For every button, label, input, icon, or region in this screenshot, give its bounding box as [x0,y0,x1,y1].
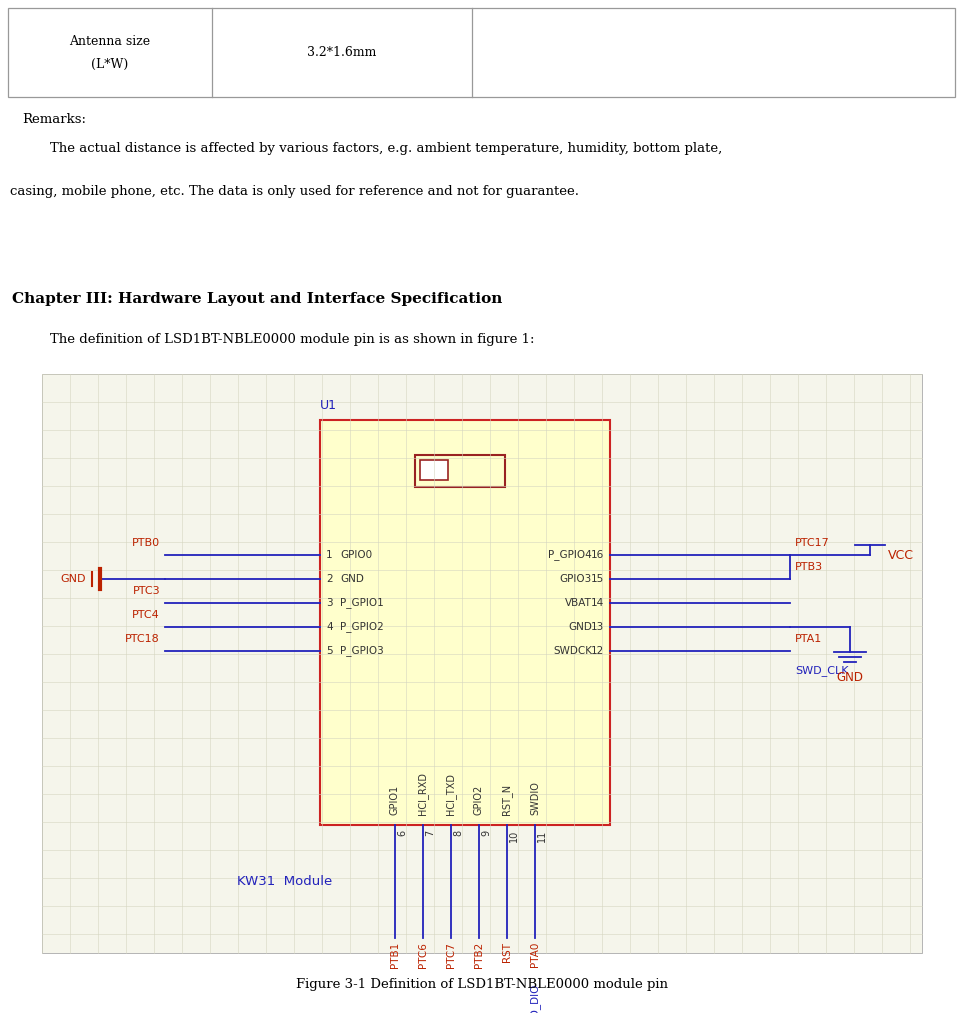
Text: 1: 1 [326,550,332,560]
Bar [42,374,922,953]
Text: VCC: VCC [888,548,914,561]
Bar [8,8,955,97]
Text: Figure 3-1 Definition of LSD1BT-NBLE0000 module pin: Figure 3-1 Definition of LSD1BT-NBLE0000… [296,978,667,991]
Text: 8: 8 [453,830,463,836]
Text: 6: 6 [397,830,407,836]
Text: GPIO3: GPIO3 [560,574,592,585]
Text: HCI_RXD: HCI_RXD [418,772,429,815]
Text: 3.2*1.6mm: 3.2*1.6mm [307,46,377,59]
Text: HCI_TXD: HCI_TXD [446,773,456,815]
Text: PTC4: PTC4 [132,610,160,620]
Text: SWDCK: SWDCK [553,646,592,656]
Text: 7: 7 [425,830,435,837]
Text: SWD_DIO: SWD_DIO [530,984,540,1013]
Text: PTA0: PTA0 [530,942,540,967]
Text: PTB0: PTB0 [132,538,160,548]
Text: PTC3: PTC3 [132,586,160,596]
Text: GPIO0: GPIO0 [340,550,372,560]
Text: GND: GND [837,671,864,684]
Text: P_GPIO1: P_GPIO1 [340,598,383,609]
Text: PTC18: PTC18 [125,634,160,644]
Text: 11: 11 [537,830,547,842]
Text: casing, mobile phone, etc. The data is only used for reference and not for guara: casing, mobile phone, etc. The data is o… [10,185,579,198]
Text: 2: 2 [326,574,332,585]
Text: P_GPIO4: P_GPIO4 [548,549,592,560]
Text: 15: 15 [590,574,604,585]
Text: GND: GND [61,574,86,585]
Text: PTB3: PTB3 [795,562,823,572]
Text: GPIO2: GPIO2 [474,785,484,815]
Text: U1: U1 [320,399,337,412]
Text: PTC7: PTC7 [446,942,456,967]
Text: PTC17: PTC17 [795,538,830,548]
Text: KW31  Module: KW31 Module [237,875,332,888]
Bar [420,460,448,480]
Text: 4: 4 [326,622,332,632]
Text: 12: 12 [590,646,604,656]
Text: SWDIO: SWDIO [530,781,540,815]
Text: Chapter III: Hardware Layout and Interface Specification: Chapter III: Hardware Layout and Interfa… [12,292,503,306]
Bar [415,455,505,487]
Text: PTC6: PTC6 [418,942,428,967]
Text: RST: RST [502,942,512,962]
Text: The actual distance is affected by various factors, e.g. ambient temperature, hu: The actual distance is affected by vario… [50,142,722,155]
Text: 5: 5 [326,646,332,656]
Text: P_GPIO2: P_GPIO2 [340,622,383,632]
Text: 3: 3 [326,598,332,608]
Text: PTB1: PTB1 [390,942,400,968]
Text: 16: 16 [590,550,604,560]
Text: 10: 10 [509,830,519,842]
Text: 14: 14 [590,598,604,608]
Text: 13: 13 [590,622,604,632]
Text: (L*W): (L*W) [91,58,128,71]
Text: 9: 9 [481,830,491,836]
Bar [320,420,610,825]
Text: PTA1: PTA1 [795,634,822,644]
Text: P_GPIO3: P_GPIO3 [340,645,383,656]
Text: Antenna size: Antenna size [69,35,150,48]
Text: The definition of LSD1BT-NBLE0000 module pin is as shown in figure 1:: The definition of LSD1BT-NBLE0000 module… [50,333,534,346]
Text: GPIO1: GPIO1 [390,785,400,815]
Text: GND: GND [340,574,364,585]
Text: PTB2: PTB2 [474,942,484,968]
Text: GND: GND [568,622,592,632]
Text: SWD_CLK: SWD_CLK [795,665,848,676]
Text: RST_N: RST_N [502,784,512,815]
Text: VBAT: VBAT [565,598,592,608]
Text: Remarks:: Remarks: [22,113,86,126]
